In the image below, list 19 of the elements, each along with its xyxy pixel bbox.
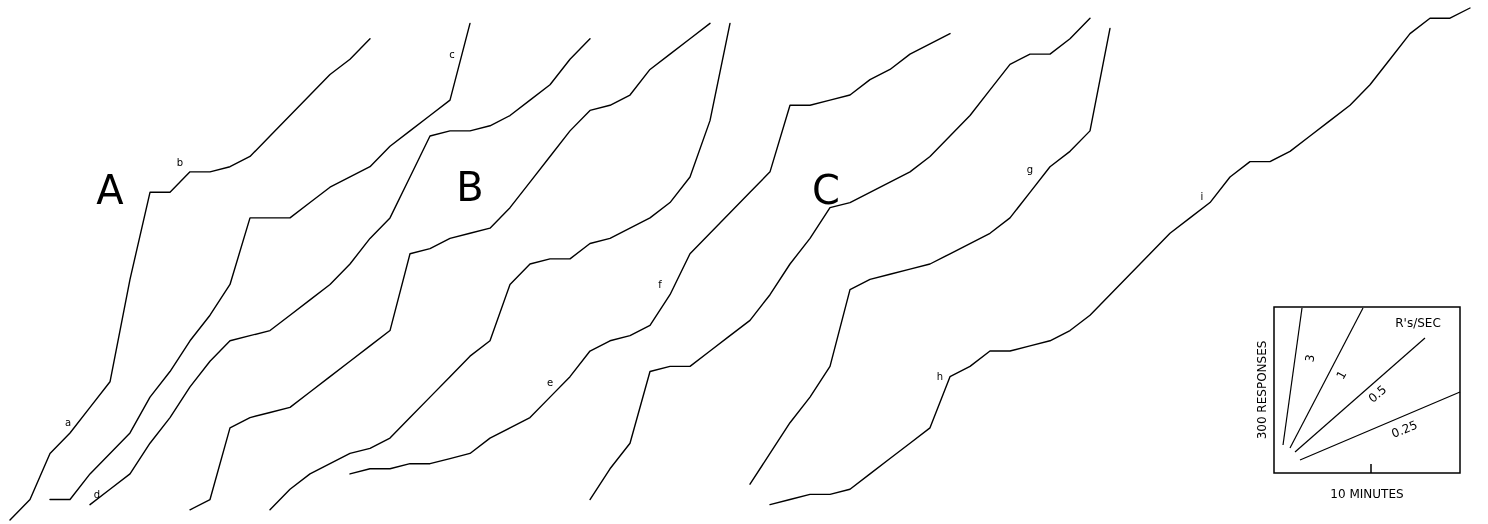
annotation: i [1200,191,1204,202]
annotation: B [456,164,484,210]
annotation: A [96,167,125,213]
annotation: a [64,417,72,428]
annotation: C [812,167,840,213]
annotation: c [449,49,455,60]
annotation: 3 [1302,353,1318,364]
annotation: 1 [1333,368,1350,382]
annotation: 0.5 [1365,382,1390,406]
annotation: 0.25 [1389,417,1420,441]
annotation: e [546,377,554,388]
text: 10 MINUTES [1330,487,1404,501]
text: 300 RESPONSES [1255,340,1269,440]
annotation: b [176,157,184,168]
annotation: f [658,279,663,290]
annotation: R's/SEC [1395,316,1441,330]
annotation: h [936,371,944,382]
annotation: d [93,489,101,500]
annotation: g [1026,164,1034,175]
